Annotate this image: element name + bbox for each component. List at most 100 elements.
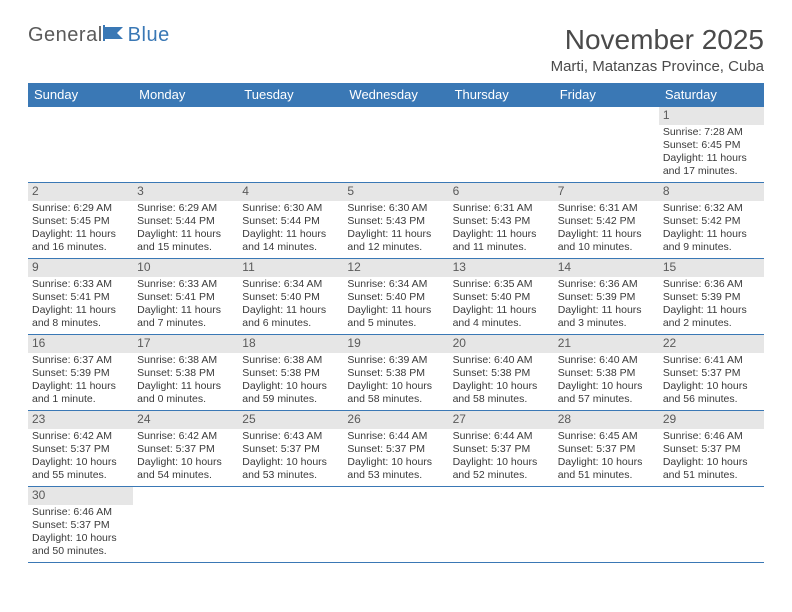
sunrise-line: Sunrise: 6:42 AM	[32, 430, 129, 443]
day-number: 13	[449, 259, 554, 277]
calendar-cell	[28, 107, 133, 183]
calendar-cell: 24Sunrise: 6:42 AMSunset: 5:37 PMDayligh…	[133, 411, 238, 487]
calendar-cell: 17Sunrise: 6:38 AMSunset: 5:38 PMDayligh…	[133, 335, 238, 411]
daylight-line: Daylight: 11 hours and 1 minute.	[32, 380, 129, 406]
calendar-cell: 8Sunrise: 6:32 AMSunset: 5:42 PMDaylight…	[659, 183, 764, 259]
day-details: Sunrise: 6:44 AMSunset: 5:37 PMDaylight:…	[449, 429, 554, 485]
day-number: 25	[238, 411, 343, 429]
sunrise-line: Sunrise: 6:35 AM	[453, 278, 550, 291]
day-number: 4	[238, 183, 343, 201]
day-number: 14	[554, 259, 659, 277]
day-number: 10	[133, 259, 238, 277]
calendar-cell: 23Sunrise: 6:42 AMSunset: 5:37 PMDayligh…	[28, 411, 133, 487]
daylight-line: Daylight: 10 hours and 51 minutes.	[558, 456, 655, 482]
sunset-line: Sunset: 5:37 PM	[663, 367, 760, 380]
weekday-header: Sunday	[28, 83, 133, 107]
calendar-cell	[133, 107, 238, 183]
sunrise-line: Sunrise: 6:33 AM	[32, 278, 129, 291]
day-details: Sunrise: 6:33 AMSunset: 5:41 PMDaylight:…	[28, 277, 133, 333]
sunset-line: Sunset: 5:40 PM	[453, 291, 550, 304]
weekday-header: Monday	[133, 83, 238, 107]
daylight-line: Daylight: 10 hours and 58 minutes.	[453, 380, 550, 406]
day-details: Sunrise: 7:28 AMSunset: 6:45 PMDaylight:…	[659, 125, 764, 181]
calendar-cell: 19Sunrise: 6:39 AMSunset: 5:38 PMDayligh…	[343, 335, 448, 411]
header: GeneralBlue November 2025 Marti, Matanza…	[28, 24, 764, 75]
day-number: 21	[554, 335, 659, 353]
day-number: 5	[343, 183, 448, 201]
sunset-line: Sunset: 5:39 PM	[558, 291, 655, 304]
calendar-cell: 25Sunrise: 6:43 AMSunset: 5:37 PMDayligh…	[238, 411, 343, 487]
calendar-row: 9Sunrise: 6:33 AMSunset: 5:41 PMDaylight…	[28, 259, 764, 335]
daylight-line: Daylight: 11 hours and 7 minutes.	[137, 304, 234, 330]
sunrise-line: Sunrise: 6:42 AM	[137, 430, 234, 443]
day-details: Sunrise: 6:32 AMSunset: 5:42 PMDaylight:…	[659, 201, 764, 257]
calendar-cell: 1Sunrise: 7:28 AMSunset: 6:45 PMDaylight…	[659, 107, 764, 183]
calendar-cell	[343, 107, 448, 183]
calendar-row: 16Sunrise: 6:37 AMSunset: 5:39 PMDayligh…	[28, 335, 764, 411]
day-number: 28	[554, 411, 659, 429]
calendar-cell: 6Sunrise: 6:31 AMSunset: 5:43 PMDaylight…	[449, 183, 554, 259]
day-details: Sunrise: 6:34 AMSunset: 5:40 PMDaylight:…	[238, 277, 343, 333]
day-number: 22	[659, 335, 764, 353]
calendar-cell	[343, 487, 448, 563]
day-number: 17	[133, 335, 238, 353]
weekday-header: Thursday	[449, 83, 554, 107]
calendar-cell: 28Sunrise: 6:45 AMSunset: 5:37 PMDayligh…	[554, 411, 659, 487]
sunrise-line: Sunrise: 6:34 AM	[242, 278, 339, 291]
day-number: 30	[28, 487, 133, 505]
sunset-line: Sunset: 5:38 PM	[453, 367, 550, 380]
sunrise-line: Sunrise: 6:37 AM	[32, 354, 129, 367]
sunset-line: Sunset: 5:40 PM	[242, 291, 339, 304]
day-details: Sunrise: 6:36 AMSunset: 5:39 PMDaylight:…	[554, 277, 659, 333]
sunset-line: Sunset: 5:42 PM	[663, 215, 760, 228]
day-number: 7	[554, 183, 659, 201]
weekday-header: Wednesday	[343, 83, 448, 107]
sunrise-line: Sunrise: 6:31 AM	[558, 202, 655, 215]
calendar-cell: 12Sunrise: 6:34 AMSunset: 5:40 PMDayligh…	[343, 259, 448, 335]
day-number: 24	[133, 411, 238, 429]
calendar-cell	[554, 487, 659, 563]
day-details: Sunrise: 6:31 AMSunset: 5:43 PMDaylight:…	[449, 201, 554, 257]
calendar-cell: 4Sunrise: 6:30 AMSunset: 5:44 PMDaylight…	[238, 183, 343, 259]
day-details: Sunrise: 6:42 AMSunset: 5:37 PMDaylight:…	[28, 429, 133, 485]
day-details: Sunrise: 6:40 AMSunset: 5:38 PMDaylight:…	[449, 353, 554, 409]
weekday-header: Saturday	[659, 83, 764, 107]
sunrise-line: Sunrise: 6:36 AM	[663, 278, 760, 291]
sunrise-line: Sunrise: 6:43 AM	[242, 430, 339, 443]
daylight-line: Daylight: 10 hours and 53 minutes.	[242, 456, 339, 482]
daylight-line: Daylight: 11 hours and 6 minutes.	[242, 304, 339, 330]
day-details: Sunrise: 6:36 AMSunset: 5:39 PMDaylight:…	[659, 277, 764, 333]
calendar-cell: 7Sunrise: 6:31 AMSunset: 5:42 PMDaylight…	[554, 183, 659, 259]
day-number: 27	[449, 411, 554, 429]
calendar-cell: 29Sunrise: 6:46 AMSunset: 5:37 PMDayligh…	[659, 411, 764, 487]
day-details: Sunrise: 6:41 AMSunset: 5:37 PMDaylight:…	[659, 353, 764, 409]
calendar-cell: 5Sunrise: 6:30 AMSunset: 5:43 PMDaylight…	[343, 183, 448, 259]
day-details: Sunrise: 6:44 AMSunset: 5:37 PMDaylight:…	[343, 429, 448, 485]
sunrise-line: Sunrise: 6:38 AM	[137, 354, 234, 367]
sunset-line: Sunset: 5:37 PM	[558, 443, 655, 456]
sunset-line: Sunset: 5:41 PM	[32, 291, 129, 304]
day-number: 1	[659, 107, 764, 125]
daylight-line: Daylight: 11 hours and 3 minutes.	[558, 304, 655, 330]
calendar-cell: 2Sunrise: 6:29 AMSunset: 5:45 PMDaylight…	[28, 183, 133, 259]
sunset-line: Sunset: 5:44 PM	[137, 215, 234, 228]
weekday-header: Tuesday	[238, 83, 343, 107]
calendar-cell: 16Sunrise: 6:37 AMSunset: 5:39 PMDayligh…	[28, 335, 133, 411]
day-details: Sunrise: 6:29 AMSunset: 5:45 PMDaylight:…	[28, 201, 133, 257]
sunrise-line: Sunrise: 6:30 AM	[347, 202, 444, 215]
sunrise-line: Sunrise: 6:40 AM	[558, 354, 655, 367]
sunrise-line: Sunrise: 6:29 AM	[32, 202, 129, 215]
calendar-cell: 13Sunrise: 6:35 AMSunset: 5:40 PMDayligh…	[449, 259, 554, 335]
sunrise-line: Sunrise: 6:46 AM	[32, 506, 129, 519]
flag-icon	[103, 25, 125, 46]
daylight-line: Daylight: 11 hours and 10 minutes.	[558, 228, 655, 254]
daylight-line: Daylight: 11 hours and 4 minutes.	[453, 304, 550, 330]
title-block: November 2025 Marti, Matanzas Province, …	[551, 24, 764, 75]
daylight-line: Daylight: 10 hours and 56 minutes.	[663, 380, 760, 406]
day-details: Sunrise: 6:45 AMSunset: 5:37 PMDaylight:…	[554, 429, 659, 485]
sunrise-line: Sunrise: 6:39 AM	[347, 354, 444, 367]
sunset-line: Sunset: 5:37 PM	[453, 443, 550, 456]
calendar-body: 1Sunrise: 7:28 AMSunset: 6:45 PMDaylight…	[28, 107, 764, 563]
daylight-line: Daylight: 10 hours and 55 minutes.	[32, 456, 129, 482]
day-number: 20	[449, 335, 554, 353]
